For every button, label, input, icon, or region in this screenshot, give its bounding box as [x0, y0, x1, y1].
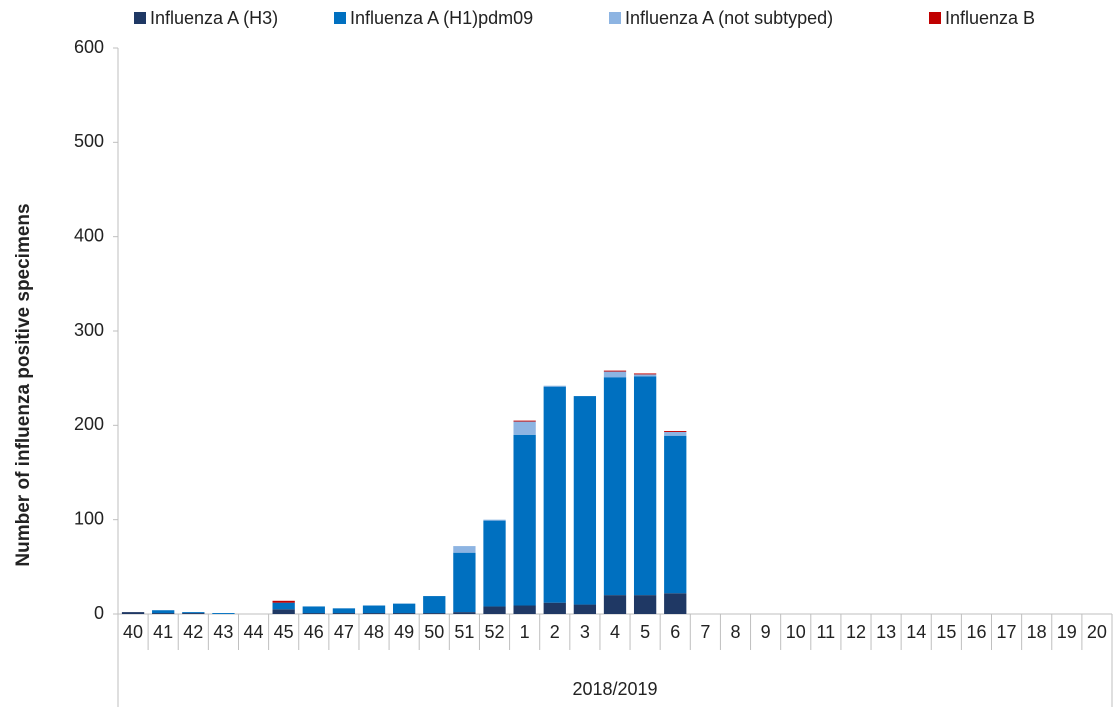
bar-segment [393, 603, 416, 614]
x-tick-label: 5 [640, 622, 650, 642]
legend-swatch [609, 12, 621, 24]
y-tick-label: 100 [74, 508, 104, 528]
bar-segment [453, 552, 476, 613]
bar-segment [393, 613, 416, 614]
legend-label: Influenza A (not subtyped) [625, 8, 833, 28]
bar-segment [152, 613, 175, 614]
x-tick-label: 15 [936, 622, 956, 642]
bar-segment [633, 595, 657, 614]
x-tick-label: 46 [304, 622, 324, 642]
bar-segment [423, 613, 446, 614]
bar-segment [332, 608, 356, 614]
bar-segment [513, 434, 536, 606]
legend-label: Influenza B [945, 8, 1035, 28]
bar-segment [543, 386, 566, 603]
bar-segment [362, 605, 386, 614]
x-tick-label: 6 [670, 622, 680, 642]
x-tick-label: 10 [786, 622, 806, 642]
bar-segment [483, 519, 506, 521]
bar-segment [543, 385, 566, 387]
bar-segment [453, 612, 476, 614]
x-tick-label: 47 [334, 622, 354, 642]
bar-segment [664, 431, 687, 436]
bar-segment [272, 600, 295, 603]
x-tick-label: 52 [484, 622, 504, 642]
bar-segment [633, 373, 657, 375]
x-tick-label: 42 [183, 622, 203, 642]
y-tick-label: 200 [74, 414, 104, 434]
bar-segment [302, 606, 325, 614]
bar-segment [121, 612, 145, 614]
bar-segment [362, 613, 386, 614]
y-tick-label: 500 [74, 131, 104, 151]
legend-swatch [929, 12, 941, 24]
legend-swatch [134, 12, 146, 24]
x-tick-label: 20 [1087, 622, 1107, 642]
x-tick-label: 49 [394, 622, 414, 642]
x-tick-label: 1 [520, 622, 530, 642]
bar-segment [513, 420, 536, 422]
x-tick-label: 3 [580, 622, 590, 642]
bar-segment [453, 546, 476, 553]
y-tick-label: 300 [74, 320, 104, 340]
x-tick-label: 2 [550, 622, 560, 642]
x-tick-label: 11 [817, 622, 836, 642]
bar-segment [633, 376, 657, 596]
bar-segment [423, 596, 446, 614]
bar-segment [182, 613, 205, 614]
y-tick-label: 400 [74, 225, 104, 245]
bar-segment [483, 520, 506, 607]
bar-segment [513, 421, 536, 435]
x-axis-label: 2018/2019 [572, 679, 657, 699]
x-tick-label: 45 [274, 622, 294, 642]
y-tick-label: 0 [94, 603, 104, 623]
x-tick-label: 41 [153, 622, 173, 642]
x-tick-label: 40 [123, 622, 143, 642]
bar-segment [664, 430, 687, 432]
x-tick-label: 48 [364, 622, 384, 642]
x-tick-label: 43 [213, 622, 233, 642]
bar-segment [483, 606, 506, 614]
legend-label: Influenza A (H3) [150, 8, 278, 28]
bar-segment [603, 377, 627, 596]
x-tick-label: 12 [846, 622, 866, 642]
x-tick-label: 8 [730, 622, 740, 642]
y-tick-label: 600 [74, 37, 104, 57]
bar-segment [664, 435, 687, 594]
legend-label: Influenza A (H1)pdm09 [350, 8, 533, 28]
x-tick-label: 17 [997, 622, 1017, 642]
bar-segment [152, 610, 175, 614]
x-tick-label: 18 [1027, 622, 1047, 642]
bar-segment [302, 613, 325, 614]
x-tick-label: 9 [761, 622, 771, 642]
bar-segment [543, 602, 566, 614]
bar-segment [332, 613, 356, 614]
bar-segment [664, 593, 687, 614]
bar-segment [272, 602, 295, 610]
bar-segment [603, 370, 627, 372]
bar-segment [603, 595, 627, 614]
legend-swatch [334, 12, 346, 24]
x-tick-label: 14 [906, 622, 926, 642]
bar-segment [573, 604, 597, 614]
x-tick-label: 13 [876, 622, 896, 642]
x-tick-label: 51 [454, 622, 474, 642]
x-tick-label: 44 [244, 622, 264, 642]
y-axis-label: Number of influenza positive specimens [13, 203, 34, 566]
bar-segment [272, 609, 295, 614]
x-tick-label: 50 [424, 622, 444, 642]
bar-segment [603, 371, 627, 378]
bar-segment [182, 612, 205, 614]
x-tick-label: 16 [966, 622, 986, 642]
bar-segment [573, 396, 597, 605]
x-tick-label: 4 [610, 622, 620, 642]
bar-segment [633, 374, 657, 377]
bar-segment [212, 613, 235, 614]
bar-segment [513, 605, 536, 614]
x-tick-label: 19 [1057, 622, 1077, 642]
x-tick-label: 7 [700, 622, 710, 642]
